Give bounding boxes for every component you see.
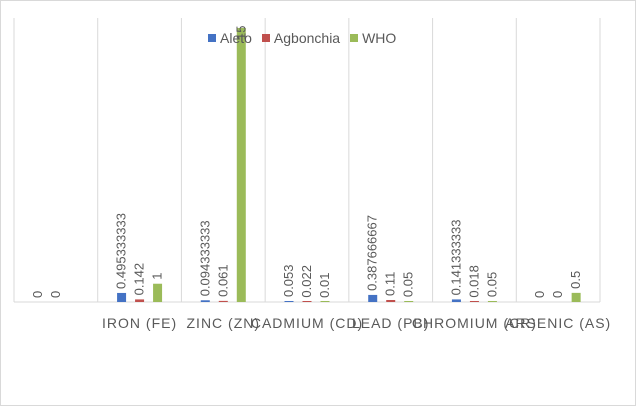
data-label-6-2: 0.5 xyxy=(568,271,583,289)
data-label-4-0: 0.387666667 xyxy=(365,215,380,291)
data-label-5-1: 0.018 xyxy=(466,265,481,298)
data-label-1-0: 0.495333333 xyxy=(114,213,129,289)
category-label-1: IRON (FE) xyxy=(102,315,177,331)
bar-4-2 xyxy=(404,301,414,302)
legend-label-aleto: Aleto xyxy=(220,30,252,46)
data-label-6-0: 0 xyxy=(532,291,547,298)
data-label-6-1: 0 xyxy=(550,291,565,298)
bar-5-2 xyxy=(487,301,497,302)
category-label-4: LEAD (PB) xyxy=(352,315,429,331)
legend-label-agbonchia: Agbonchia xyxy=(273,30,341,46)
data-label-2-2: 15 xyxy=(233,26,248,40)
data-label-3-1: 0.022 xyxy=(299,265,314,298)
bar-2-1 xyxy=(218,300,228,302)
legend: Aleto Agbonchia WHO xyxy=(208,30,396,46)
bar-2-2 xyxy=(236,28,246,302)
legend-swatch-aleto xyxy=(208,34,216,42)
bar-1-2 xyxy=(153,283,163,302)
bar-1-1 xyxy=(135,299,145,302)
category-label-3: CADMIUM (CD) xyxy=(251,315,363,331)
legend-label-who: WHO xyxy=(362,30,397,46)
legend-swatch-agbonchia xyxy=(261,34,270,42)
bar-1-0 xyxy=(117,292,127,302)
data-label-5-0: 0.141333333 xyxy=(448,219,463,295)
bar-3-0 xyxy=(284,301,294,302)
category-label-6: ARSENIC (AS) xyxy=(505,315,611,331)
data-label-1-1: 0.142 xyxy=(132,263,147,296)
legend-item-agbonchia: Agbonchia xyxy=(261,30,341,46)
legend-item-who: WHO xyxy=(350,30,396,46)
data-label-3-0: 0.053 xyxy=(281,264,296,297)
data-label-1-2: 1 xyxy=(150,272,165,279)
bar-5-0 xyxy=(451,299,461,302)
data-label-0-0: 0 xyxy=(30,291,45,298)
data-label-2-1: 0.061 xyxy=(215,264,230,297)
legend-item-aleto: Aleto xyxy=(208,30,252,46)
bar-5-1 xyxy=(469,301,479,302)
data-label-4-1: 0.11 xyxy=(383,272,398,296)
bar-3-1 xyxy=(302,301,312,302)
data-label-0-1: 0 xyxy=(48,291,63,298)
bar-3-2 xyxy=(320,301,330,302)
category-label-2: ZINC (ZN) xyxy=(187,315,261,331)
data-label-5-2: 0.05 xyxy=(484,272,499,297)
data-label-4-2: 0.05 xyxy=(401,272,416,297)
category-label-5: CHROMIUM (CR) xyxy=(412,315,537,331)
bar-6-2 xyxy=(571,292,581,302)
legend-swatch-who xyxy=(350,34,359,42)
bar-4-1 xyxy=(386,299,396,302)
data-label-3-2: 0.01 xyxy=(317,273,332,298)
bar-4-0 xyxy=(368,294,378,302)
data-label-2-0: 0.094333333 xyxy=(197,220,212,296)
bar-2-0 xyxy=(200,300,210,302)
